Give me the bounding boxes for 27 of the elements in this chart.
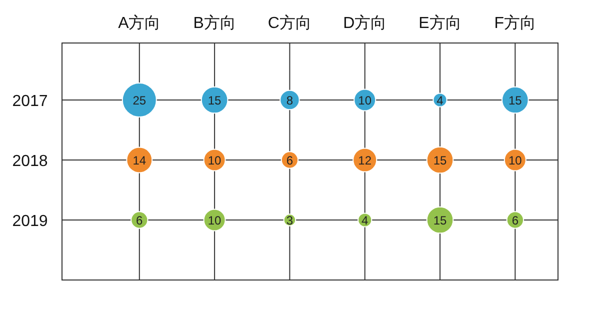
x-tick-label: A方向	[118, 14, 161, 32]
x-tick-label: F方向	[494, 14, 536, 32]
data-label: 4	[362, 214, 369, 228]
data-label: 15	[433, 154, 448, 168]
x-tick-label: E方向	[418, 14, 462, 32]
data-label: 3	[286, 214, 294, 228]
data-label: 25	[132, 94, 146, 108]
y-tick-label: 2018	[12, 153, 48, 170]
data-label: 10	[208, 154, 222, 168]
data-label: 12	[358, 154, 372, 168]
data-label: 6	[286, 154, 294, 168]
data-label: 8	[286, 94, 294, 108]
data-label: 4	[436, 94, 444, 108]
x-tick-label: B方向	[193, 14, 236, 32]
x-tick-label: C方向	[268, 14, 312, 32]
data-label: 6	[512, 214, 519, 228]
data-label: 10	[508, 154, 522, 168]
data-label: 14	[132, 154, 146, 168]
x-tick-label: D方向	[343, 14, 387, 32]
data-label: 10	[208, 214, 222, 228]
data-label: 15	[508, 94, 522, 108]
y-tick-label: 2019	[12, 213, 48, 230]
data-label: 6	[136, 214, 144, 228]
data-label: 15	[433, 214, 448, 228]
data-label: 15	[208, 94, 222, 108]
y-tick-label: 2017	[12, 93, 48, 110]
data-label: 10	[358, 94, 372, 108]
